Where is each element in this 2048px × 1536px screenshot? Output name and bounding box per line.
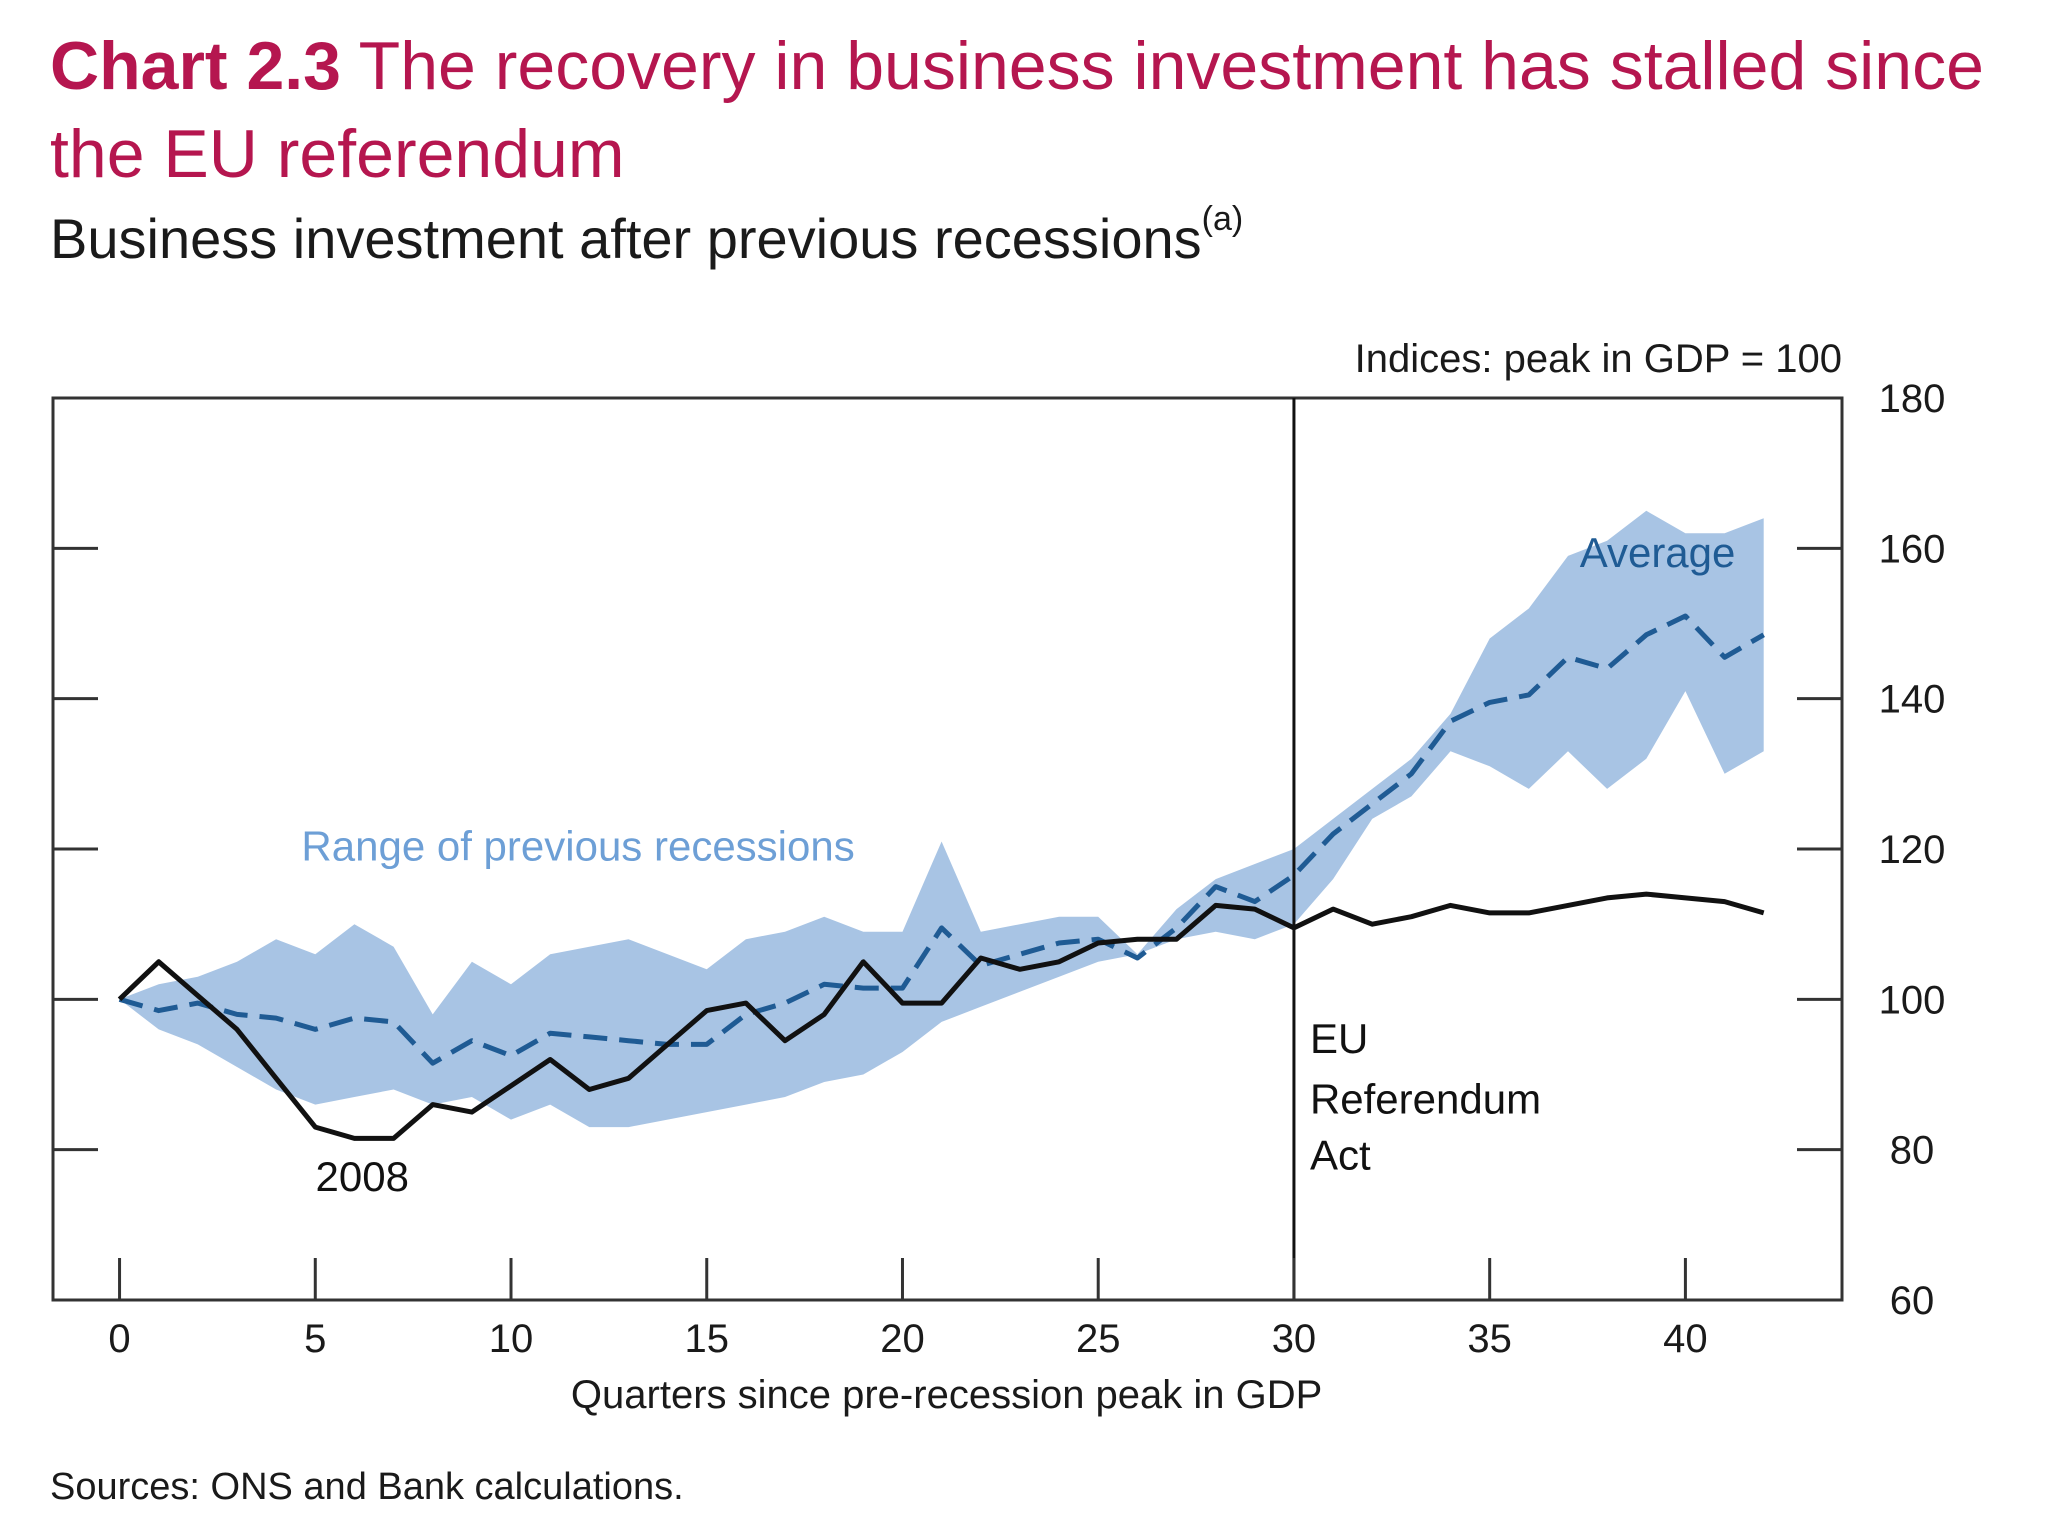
y-axis-unit-label: Indices: peak in GDP = 100: [1355, 337, 1842, 381]
y-tick-label: 80: [1890, 1129, 1935, 1173]
page-title: Chart 2.3 The recovery in business inves…: [50, 22, 2040, 198]
eu-referendum-label-line-3: Act: [1310, 1132, 1371, 1179]
series-2008-line: [117, 891, 1765, 1141]
axes-layer: 60 80 100 120 140 160 180 0 5 10 15 20 25 30 35 40: [51, 377, 1946, 1361]
x-tick-label: 5: [304, 1317, 326, 1361]
average-series-label: Average: [1580, 529, 1736, 576]
eu-referendum-label-line-2: Referendum: [1310, 1075, 1541, 1122]
x-tick-label: 10: [489, 1317, 534, 1361]
x-tick-label: 40: [1663, 1317, 1708, 1361]
average-line: [118, 613, 1765, 1066]
series-2008-label: 2008: [316, 1153, 409, 1200]
y-tick-label: 120: [1879, 828, 1946, 872]
y-tick-label: 140: [1879, 678, 1946, 722]
x-tick-label: 35: [1467, 1317, 1512, 1361]
x-axis-label: Quarters since pre-recession peak in GDP: [571, 1373, 1322, 1417]
x-tick-label: 30: [1272, 1317, 1317, 1361]
y-tick-label: 160: [1879, 527, 1946, 571]
chart-title: The recovery in business investment has …: [50, 28, 1984, 192]
x-tick-label: 0: [108, 1317, 130, 1361]
x-tick-label: 25: [1076, 1317, 1121, 1361]
x-tick-label: 20: [880, 1317, 925, 1361]
y-tick-label: 180: [1879, 377, 1946, 421]
page-subtitle: Business investment after previous reces…: [50, 200, 1243, 271]
range-series-label: Range of previous recessions: [301, 822, 854, 869]
sources-note: Sources: ONS and Bank calculations.: [50, 1466, 684, 1508]
y-tick-label: 100: [1879, 978, 1946, 1022]
subtitle-footnote-marker: (a): [1201, 200, 1244, 238]
annotation-layer: Indices: peak in GDP = 100 Quarters sinc…: [301, 337, 1842, 1417]
range-band-layer: [119, 510, 1764, 1128]
range-band: [119, 510, 1764, 1128]
y-tick-label: 60: [1890, 1279, 1935, 1323]
chart-number: Chart 2.3: [50, 28, 341, 104]
eu-referendum-label-line-1: EU: [1310, 1015, 1368, 1062]
x-tick-label: 15: [684, 1317, 729, 1361]
subtitle-text: Business investment after previous reces…: [50, 207, 1202, 270]
series-lines-layer: [117, 613, 1765, 1141]
